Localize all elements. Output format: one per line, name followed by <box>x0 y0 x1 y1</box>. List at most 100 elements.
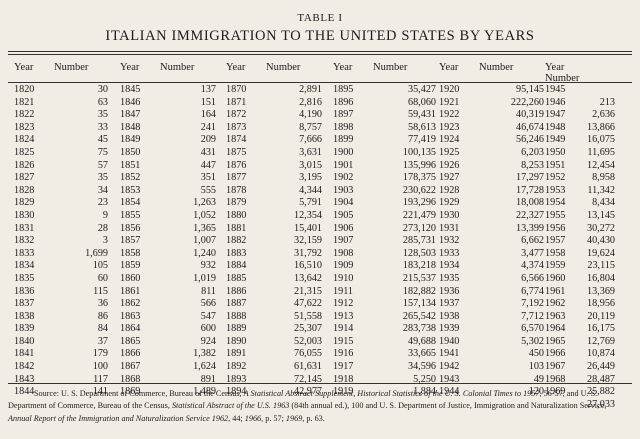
year-cell: 1936 <box>439 285 460 297</box>
table-row: 1880 12,354 <box>226 210 322 223</box>
table-row: 1840 37 <box>14 336 108 349</box>
year-cell: 1929 <box>439 197 460 209</box>
table-row: 1917 34,596 <box>333 361 436 374</box>
table-row: 1852 351 <box>120 172 216 185</box>
year-cell: 1903 <box>333 184 354 196</box>
year-cell: 1951 <box>545 159 566 171</box>
year-cell: 1917 <box>333 361 354 373</box>
immigrant-count-cell: 6,203 <box>521 146 544 158</box>
table-row: 1821 63 <box>14 97 108 110</box>
table-row: 1890 52,003 <box>226 336 322 349</box>
table-row: 1912 157,134 <box>333 298 436 311</box>
number-header: Number <box>266 62 301 73</box>
year-cell: 1829 <box>14 197 35 209</box>
year-cell: 1856 <box>120 222 141 234</box>
year-cell: 1898 <box>333 121 354 133</box>
immigrant-count-cell: 555 <box>200 184 216 196</box>
year-cell: 1886 <box>226 285 247 297</box>
year-cell: 1889 <box>226 323 247 335</box>
source-text: , p. 63. <box>302 413 325 423</box>
year-cell: 1933 <box>439 247 460 259</box>
immigrant-count-cell: 25,307 <box>293 323 322 335</box>
table-row: 1824 45 <box>14 134 108 147</box>
immigrant-count-cell: 117 <box>93 373 108 385</box>
table-row: 1954 13,145 <box>545 197 640 221</box>
immigrant-count-cell: 351 <box>200 172 216 184</box>
year-cell: 1879 <box>226 197 247 209</box>
year-cell: 1838 <box>14 310 35 322</box>
source-note: Source: U. S. Department of Commerce, Bu… <box>8 388 632 425</box>
immigrant-count-cell: 1,365 <box>193 222 216 234</box>
immigrant-count-cell: 35 <box>97 172 108 184</box>
table-row: 1851 447 <box>120 160 216 173</box>
year-cell: 1840 <box>14 335 35 347</box>
table-row: 1903 230,622 <box>333 185 436 198</box>
immigrant-count-cell: 45 <box>97 134 108 146</box>
immigrant-count-cell: 1,052 <box>193 209 216 221</box>
table-row: 1881 15,401 <box>226 223 322 236</box>
bottom-rule <box>8 383 632 384</box>
year-cell: 1919 <box>333 386 354 398</box>
year-cell: 1894 <box>226 386 247 398</box>
year-cell: 1915 <box>333 335 354 347</box>
table-row: 1968 25,882 <box>545 374 640 398</box>
immigrant-count-cell: 179 <box>92 348 108 360</box>
immigrant-count-cell: 285,731 <box>402 235 436 247</box>
year-cell: 1846 <box>120 96 141 108</box>
immigrant-count-cell: 6,570 <box>521 323 544 335</box>
immigrant-count-cell: 8,958 <box>592 172 615 184</box>
table-row: 1943 49 <box>439 374 544 387</box>
year-column-group: Year Number 1870 2,891 1871 2,816 1872 4,190 187… <box>226 62 322 399</box>
immigrant-count-cell: 4,190 <box>299 109 322 121</box>
immigrant-count-cell: 811 <box>201 285 216 297</box>
table-row: 1886 21,315 <box>226 286 322 299</box>
immigrant-count-cell: 30 <box>97 84 108 95</box>
immigrant-count-cell: 182,882 <box>402 285 436 297</box>
immigrant-count-cell: 120 <box>528 386 544 398</box>
table-row: 1967 28,487 <box>545 361 640 385</box>
immigrant-count-cell: 57 <box>97 159 108 171</box>
immigrant-count-cell: 209 <box>200 134 216 146</box>
immigrant-count-cell: 100 <box>92 361 108 373</box>
top-rule <box>8 51 632 52</box>
number-header: Number <box>479 62 514 73</box>
table-row: 1887 47,622 <box>226 298 322 311</box>
year-cell: 1893 <box>226 373 247 385</box>
table-row: 1853 555 <box>120 185 216 198</box>
year-cell: 1916 <box>333 348 354 360</box>
table-row: 1925 6,203 <box>439 147 544 160</box>
immigrant-count-cell: 105 <box>92 260 108 272</box>
table-row: 1921 222,260 <box>439 97 544 110</box>
immigrant-count-cell: 547 <box>200 310 216 322</box>
immigrant-count-cell: 75 <box>97 146 108 158</box>
immigrant-count-cell: 13,642 <box>293 272 322 284</box>
year-cell: 1946 <box>545 96 566 108</box>
column-header: Year Number <box>333 62 436 84</box>
year-cell: 1965 <box>545 335 566 347</box>
immigrant-count-cell: 7,666 <box>299 134 322 146</box>
year-cell: 1847 <box>120 109 141 121</box>
immigrant-count-cell: 40,319 <box>515 109 544 121</box>
immigrant-count-cell: 265,542 <box>402 310 436 322</box>
year-cell: 1834 <box>14 260 35 272</box>
year-cell: 1939 <box>439 323 460 335</box>
immigrant-count-cell: 164 <box>200 109 216 121</box>
year-cell: 1904 <box>333 197 354 209</box>
table-row: 1950 12,454 <box>545 146 640 171</box>
table-row: 1951 8,958 <box>545 159 640 184</box>
immigrant-count-cell: 35 <box>97 109 108 121</box>
immigrant-count-cell: 40,430 <box>586 235 615 247</box>
immigrant-count-cell: 25,882 <box>586 386 615 398</box>
immigrant-count-cell: 16,075 <box>586 134 615 146</box>
table-row: 1894 42,977 <box>226 386 322 399</box>
table-row: 1941 450 <box>439 348 544 361</box>
immigrant-count-cell: 11,695 <box>587 146 615 158</box>
year-cell: 1881 <box>226 222 247 234</box>
table-row: 1964 12,769 <box>545 323 640 347</box>
table-row: 1902 178,375 <box>333 172 436 185</box>
year-cell: 1820 <box>14 84 35 95</box>
year-cell: 1872 <box>226 109 247 121</box>
immigrant-count-cell: 447 <box>200 159 216 171</box>
year-cell: 1950 <box>545 146 566 158</box>
year-cell: 1854 <box>120 197 141 209</box>
